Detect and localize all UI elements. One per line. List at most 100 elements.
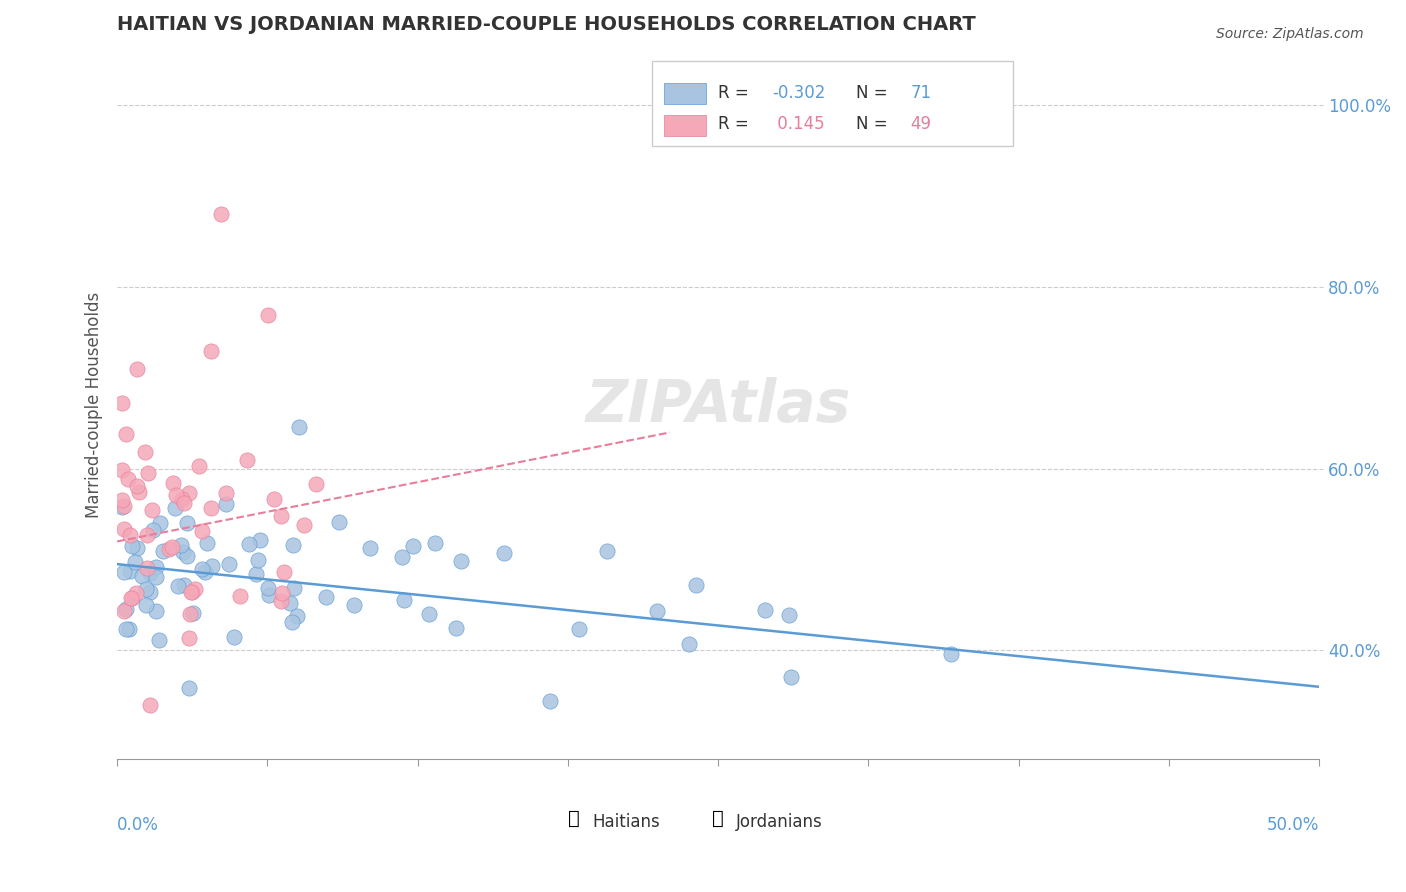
Point bbox=[238, 537, 260, 551]
Point bbox=[167, 579, 190, 593]
Text: ZIPAtlas: ZIPAtlas bbox=[585, 376, 851, 434]
Point bbox=[127, 479, 149, 493]
Point bbox=[596, 544, 619, 558]
Point bbox=[568, 622, 591, 636]
Point bbox=[149, 516, 172, 531]
Point bbox=[169, 538, 191, 552]
Point bbox=[163, 501, 186, 516]
Point bbox=[418, 607, 440, 621]
Point bbox=[292, 518, 315, 533]
Text: 50.0%: 50.0% bbox=[1267, 816, 1319, 834]
Point bbox=[112, 604, 135, 618]
FancyBboxPatch shape bbox=[664, 114, 706, 136]
Point bbox=[120, 591, 142, 606]
Point bbox=[173, 496, 195, 510]
Point bbox=[184, 582, 207, 596]
Point bbox=[492, 547, 515, 561]
Point bbox=[136, 467, 159, 481]
Point bbox=[128, 484, 150, 499]
Point bbox=[160, 541, 183, 555]
Point bbox=[538, 693, 561, 707]
Point bbox=[135, 582, 157, 596]
Text: N =: N = bbox=[856, 115, 893, 133]
Point bbox=[118, 623, 141, 637]
Point bbox=[170, 492, 193, 507]
Point bbox=[111, 492, 134, 507]
Point bbox=[176, 516, 198, 531]
Text: Haitians: Haitians bbox=[592, 813, 659, 830]
Text: 🔴: 🔴 bbox=[713, 809, 724, 828]
Point bbox=[257, 308, 280, 322]
Point bbox=[115, 622, 138, 636]
FancyBboxPatch shape bbox=[664, 83, 706, 104]
Point bbox=[778, 608, 800, 623]
Point bbox=[754, 603, 776, 617]
Point bbox=[215, 497, 238, 511]
Point bbox=[392, 592, 415, 607]
Point bbox=[117, 472, 139, 486]
Point bbox=[343, 598, 366, 612]
Point bbox=[121, 591, 143, 606]
Point bbox=[181, 607, 204, 621]
Point bbox=[201, 558, 224, 573]
Point bbox=[423, 536, 446, 550]
Point bbox=[115, 602, 138, 616]
Point bbox=[678, 637, 700, 651]
Point bbox=[148, 633, 170, 648]
Point bbox=[315, 590, 337, 604]
Text: 49: 49 bbox=[910, 115, 931, 133]
Point bbox=[236, 452, 259, 467]
Point bbox=[145, 570, 167, 584]
Point bbox=[131, 569, 153, 583]
Point bbox=[111, 463, 134, 477]
Text: Source: ZipAtlas.com: Source: ZipAtlas.com bbox=[1216, 27, 1364, 41]
Point bbox=[162, 476, 184, 491]
Point bbox=[779, 670, 801, 684]
Point bbox=[197, 536, 219, 550]
Point bbox=[187, 459, 209, 474]
Point bbox=[136, 561, 159, 575]
Point bbox=[152, 544, 174, 558]
Point bbox=[139, 566, 162, 580]
Point bbox=[112, 565, 135, 579]
Point bbox=[112, 499, 135, 513]
Text: HAITIAN VS JORDANIAN MARRIED-COUPLE HOUSEHOLDS CORRELATION CHART: HAITIAN VS JORDANIAN MARRIED-COUPLE HOUS… bbox=[117, 15, 976, 34]
Point bbox=[135, 598, 157, 612]
Point bbox=[194, 566, 217, 580]
Point bbox=[281, 615, 304, 630]
Point bbox=[224, 630, 246, 644]
Text: Jordanians: Jordanians bbox=[737, 813, 823, 830]
Point bbox=[288, 420, 311, 434]
Point bbox=[179, 607, 201, 622]
Point bbox=[200, 501, 222, 516]
Y-axis label: Married-couple Households: Married-couple Households bbox=[86, 292, 103, 518]
Point bbox=[271, 586, 294, 600]
Point bbox=[180, 584, 202, 599]
Point bbox=[247, 553, 270, 567]
Point bbox=[115, 427, 138, 442]
Point bbox=[270, 508, 292, 523]
Point bbox=[125, 585, 148, 599]
Point bbox=[263, 492, 285, 507]
Point bbox=[177, 681, 200, 696]
Point bbox=[273, 565, 295, 579]
Point bbox=[402, 539, 425, 553]
Point bbox=[176, 549, 198, 563]
Point bbox=[124, 556, 146, 570]
Text: 0.145: 0.145 bbox=[772, 115, 825, 133]
Point bbox=[112, 522, 135, 536]
Point bbox=[270, 594, 292, 608]
Point bbox=[191, 524, 214, 538]
Point bbox=[450, 553, 472, 567]
Point bbox=[180, 585, 202, 599]
Point bbox=[305, 476, 328, 491]
Point bbox=[283, 581, 305, 595]
Point bbox=[278, 596, 301, 610]
Point bbox=[179, 631, 201, 645]
Point bbox=[118, 528, 141, 542]
Text: R =: R = bbox=[718, 85, 754, 103]
FancyBboxPatch shape bbox=[652, 62, 1012, 146]
Point bbox=[139, 584, 162, 599]
Point bbox=[172, 545, 194, 559]
Point bbox=[249, 533, 271, 547]
